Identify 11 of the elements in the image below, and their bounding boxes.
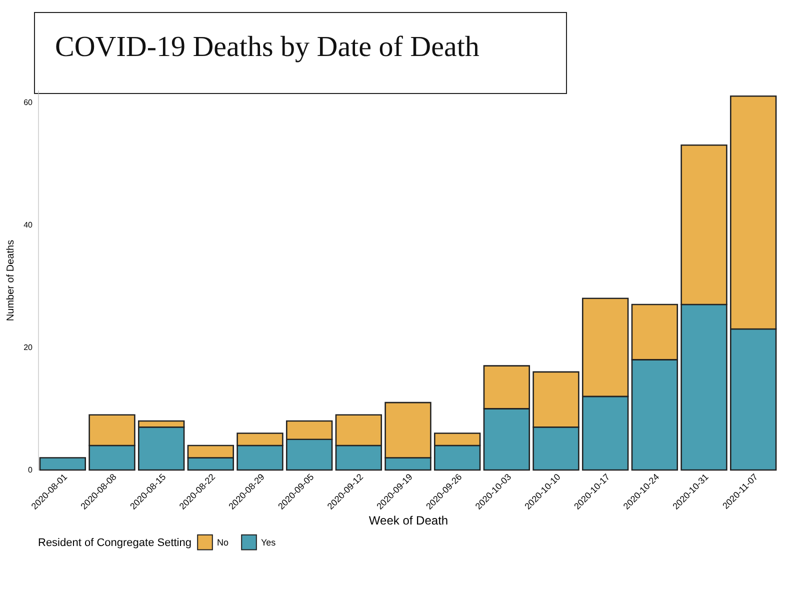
y-tick-label: 60 (24, 98, 34, 107)
legend-label: Yes (261, 537, 276, 548)
chart-title: COVID-19 Deaths by Date of Death (34, 12, 567, 94)
bar (39, 457, 86, 471)
legend-label: No (217, 537, 229, 548)
y-tick-label: 0 (28, 466, 34, 474)
y-tick-label: 40 (24, 220, 34, 230)
x-axis-title: Week of Death (368, 513, 448, 528)
legend-title: Resident of Congregate Setting (38, 537, 192, 549)
y-tick-label: 20 (24, 342, 34, 352)
y-axis-title: Number of Deaths (6, 240, 17, 322)
